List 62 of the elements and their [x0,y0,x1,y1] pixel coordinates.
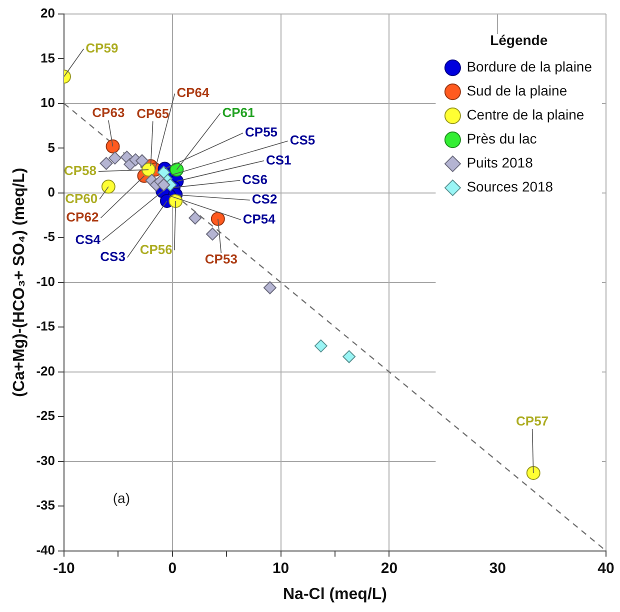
annotation: CS3 [100,248,126,264]
legend-label: Près du lac [466,130,537,147]
y-tick-label: -40 [36,542,55,558]
y-tick-label: -5 [43,229,55,244]
annotation: CS2 [252,192,278,207]
annotation: CS6 [242,172,268,187]
point [188,211,202,224]
annotation: CP56 [140,242,172,257]
annotation: CP65 [136,106,170,121]
annotation: CP62 [66,210,99,225]
point [157,178,170,192]
annotation: CP57 [516,414,549,429]
annotation: CP64 [176,85,210,100]
annotation: (a) [112,490,130,506]
y-tick-label: -15 [36,318,55,334]
y-tick-label: -25 [36,408,55,424]
legend-label: Centre de la plaine [466,106,584,123]
point [101,180,116,194]
y-tick-label: -10 [36,274,55,289]
annotation: CP58 [64,163,97,178]
x-axis-title: Na-Cl (meq/L) [282,586,387,603]
y-tick-label: -30 [36,452,55,468]
y-tick-label: 10 [40,95,55,110]
point [206,228,219,241]
y-tick-label: -20 [36,363,55,378]
y-tick-label: 0 [48,184,55,200]
y-tick-label: -35 [36,498,55,513]
annotation: CP63 [92,104,125,120]
legend-label: Sud de la plaine [466,82,568,99]
y-tick-label: 15 [40,50,55,66]
point [526,466,540,480]
legend-title: Légende [490,32,548,48]
point [100,156,113,170]
annotation: CP53 [204,252,238,267]
x-tick-label: 0 [168,560,177,577]
point [342,350,356,364]
legend-label: Bordure de la plaine [466,58,592,75]
annotation: CP60 [65,190,98,206]
point [108,152,122,165]
annotation: CP61 [222,104,255,120]
y-axis-title: (Ca+Mg)-(HCO₃+ SO₄) (meq/L) [11,168,28,398]
legend-label: Sources 2018 [466,178,554,195]
point [210,212,225,226]
x-tick-label: 20 [380,560,398,577]
point [106,139,120,154]
annotation: CP59 [86,40,118,56]
annotation: CP54 [242,211,276,226]
point [157,166,170,179]
point [142,162,156,177]
annotation: CS5 [290,132,316,148]
x-tick-label: 30 [489,560,506,577]
annotation: CS1 [266,152,292,168]
legend-label: Puits 2018 [466,154,534,171]
annotation: CP55 [245,124,278,140]
point [136,154,149,168]
annotation: CS4 [75,232,102,247]
x-tick-label: 10 [272,560,290,577]
y-tick-label: 20 [40,6,55,21]
point [314,339,328,352]
x-tick-label: 40 [598,560,614,577]
y-tick-label: 5 [48,140,55,155]
point [263,281,276,294]
